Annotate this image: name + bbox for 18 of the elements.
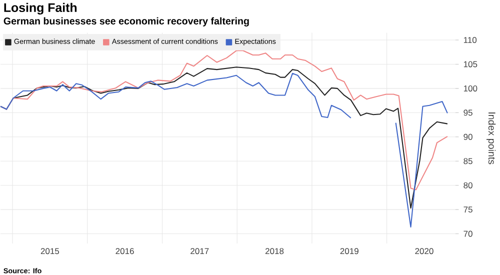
x-tick-label: 2017 xyxy=(190,248,209,254)
y-tick-label: 90 xyxy=(464,134,472,140)
chart-title: Losing Faith xyxy=(4,2,77,15)
y-tick-label: 105 xyxy=(464,61,478,68)
x-tick-label: 2016 xyxy=(116,248,134,254)
y-axis-title: Index points xyxy=(486,112,496,164)
y-tick-label: 100 xyxy=(464,85,478,92)
x-tick-label: 2018 xyxy=(265,248,284,254)
y-tick-label: 80 xyxy=(464,182,472,188)
y-tick-label: 75 xyxy=(464,206,472,213)
y-tick-label: 110 xyxy=(464,37,477,44)
y-tick-label: 95 xyxy=(464,110,472,116)
x-tick-label: 2020 xyxy=(415,248,434,254)
x-tick-label: 2019 xyxy=(340,248,358,254)
x-tick-label: 2015 xyxy=(40,248,60,254)
y-tick-label: 70 xyxy=(464,230,472,237)
y-tick-label: 85 xyxy=(464,158,472,164)
chart-subtitle: German businesses see economic recovery faltering xyxy=(4,17,249,27)
